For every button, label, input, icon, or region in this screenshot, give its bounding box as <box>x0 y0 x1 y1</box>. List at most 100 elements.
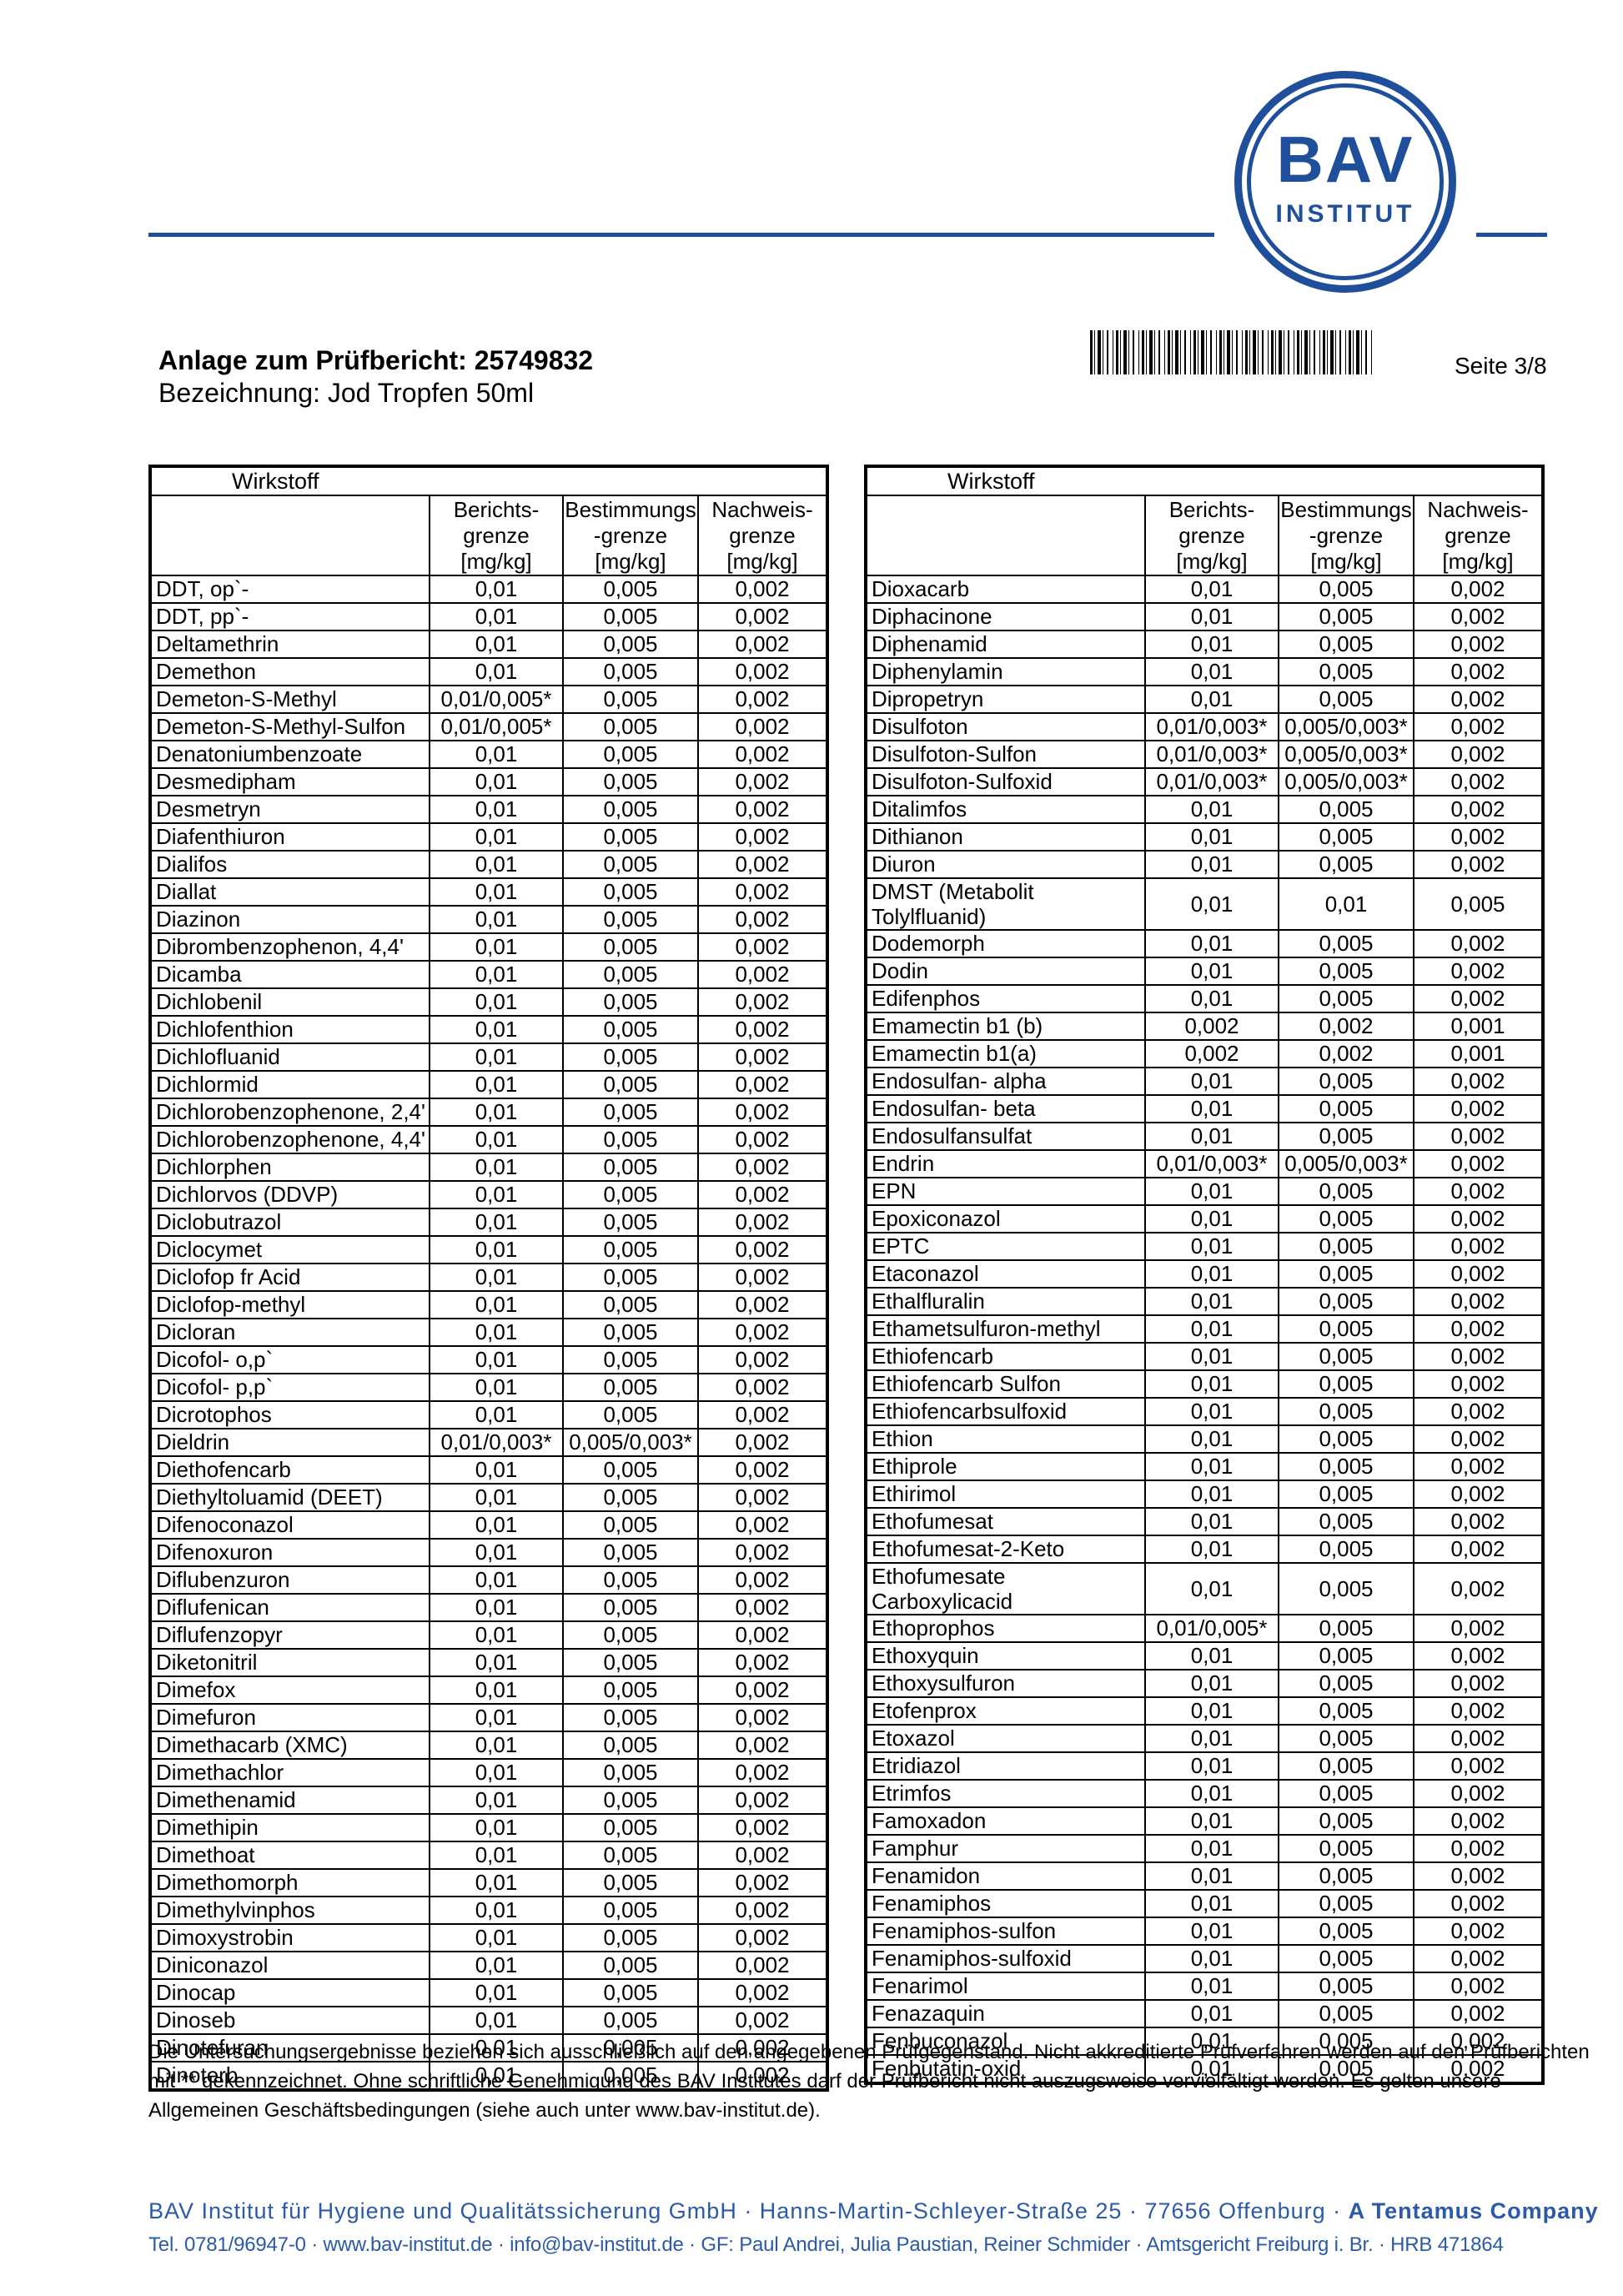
limit-value-cell: 0,01 <box>429 1098 564 1127</box>
limit-value-cell: 0,005 <box>562 1510 699 1540</box>
limit-value-cell: 0,01 <box>1144 1972 1279 2001</box>
limit-value-cell: 0,01 <box>1144 657 1279 686</box>
analyte-name-cell: Diphenamid <box>865 630 1146 659</box>
table-row: Emamectin b1(a) 0,002 0,002 0,001 <box>865 1039 1544 1068</box>
limit-value-cell: 0,002 <box>697 1565 828 1595</box>
limit-value-cell: 0,002 <box>697 960 828 989</box>
analyte-name-cell: Disulfoton-Sulfon <box>865 740 1146 769</box>
table-row: Diflufenican 0,01 0,005 0,002 <box>149 1593 828 1622</box>
limit-value-cell: 0,01 <box>1144 1067 1279 1096</box>
limit-value-cell: 0,005 <box>562 1841 699 1870</box>
limit-value-cell: 0,002 <box>1413 1944 1544 1973</box>
limit-value-cell: 0,01 <box>429 1042 564 1072</box>
table-row: Diketonitril 0,01 0,005 0,002 <box>149 1648 828 1677</box>
limit-value-cell: 0,005 <box>1278 1917 1414 1946</box>
table-row: Difenoconazol 0,01 0,005 0,002 <box>149 1510 828 1540</box>
limit-value-cell: 0,01 <box>429 987 564 1017</box>
analyte-name-cell: Diuron <box>865 850 1146 879</box>
column-header-blank <box>149 495 430 576</box>
limit-value-cell: 0,002 <box>697 712 828 741</box>
table-row: Demeton-S-Methyl-Sulfon 0,01/0,005* 0,005 0… <box>149 712 828 741</box>
limit-value-cell: 0,002 <box>1413 1424 1544 1454</box>
table-row: Dichlobenil 0,01 0,005 0,002 <box>149 987 828 1017</box>
limit-value-cell: 0,002 <box>1413 1669 1544 1698</box>
table-row: Dodemorph 0,01 0,005 0,002 <box>865 929 1544 958</box>
analyte-name-cell: Demethon <box>149 657 430 686</box>
analyte-name-cell: Etridiazol <box>865 1751 1146 1781</box>
analyte-name-cell: Dimoxystrobin <box>149 1923 430 1952</box>
limit-value-cell: 0,005 <box>562 1593 699 1622</box>
limit-value-cell: 0,005 <box>562 1676 699 1705</box>
analyte-name-cell: Dichlorphen <box>149 1153 430 1182</box>
table-row: Fenbutatin-oxid 0,01 0,005 0,002 <box>865 2054 1544 2084</box>
table-row: Desmetryn 0,01 0,005 0,002 <box>149 795 828 824</box>
analyte-name-cell: Demeton-S-Methyl-Sulfon <box>149 712 430 741</box>
limit-value-cell: 0,01 <box>1144 1369 1279 1399</box>
limit-value-cell: 0,002 <box>697 1538 828 1567</box>
table-row: Dimoxystrobin 0,01 0,005 0,002 <box>149 1923 828 1952</box>
column-header-blank <box>865 495 1146 576</box>
table-row: Ethofumesat 0,01 0,005 0,002 <box>865 1507 1544 1536</box>
table-row: Diclofop fr Acid 0,01 0,005 0,002 <box>149 1263 828 1292</box>
table-row: Fenarimol 0,01 0,005 0,002 <box>865 1972 1544 2001</box>
table-row: Dipropetryn 0,01 0,005 0,002 <box>865 685 1544 714</box>
limit-value-cell: 0,005 <box>562 1180 699 1209</box>
limit-value-cell: 0,002 <box>697 1125 828 1154</box>
analyte-name-cell: Fenamiphos-sulfon <box>865 1917 1146 1946</box>
limit-value-cell: 0,01/0,003* <box>1144 1149 1279 1178</box>
analyte-name-cell: Edifenphos <box>865 984 1146 1013</box>
limit-value-cell: 0,002 <box>697 1180 828 1209</box>
table-row: Ethirimol 0,01 0,005 0,002 <box>865 1480 1544 1509</box>
table-row: Dimethacarb (XMC) 0,01 0,005 0,002 <box>149 1731 828 1760</box>
limit-value-cell: 0,002 <box>697 1345 828 1374</box>
limit-value-cell: 0,005 <box>562 822 699 852</box>
analyte-name-cell: Dimethacarb (XMC) <box>149 1731 430 1760</box>
analyte-name-cell: Dicofol- o,p` <box>149 1345 430 1374</box>
limit-value-cell: 0,01 <box>1144 1314 1279 1344</box>
table-row: Endosulfan- alpha 0,01 0,005 0,002 <box>865 1067 1544 1096</box>
analyte-name-cell: Ethofumesat <box>865 1507 1146 1536</box>
limit-value-cell: 0,002 <box>1413 1480 1544 1509</box>
company-address-line: BAV Institut für Hygiene und Qualitätssi… <box>148 2198 1599 2224</box>
limit-value-cell: 0,01/0,003* <box>429 1428 564 1457</box>
limit-value-cell: 0,01 <box>429 1676 564 1705</box>
table-row: Diafenthiuron 0,01 0,005 0,002 <box>149 822 828 852</box>
limit-value-cell: 0,002 <box>697 1070 828 1099</box>
analyte-name-cell: Dimethachlor <box>149 1758 430 1787</box>
limit-value-cell: 0,01 <box>1144 1507 1279 1536</box>
analyte-name-cell: Dichlofluanid <box>149 1042 430 1072</box>
table-row: Demeton-S-Methyl 0,01/0,005* 0,005 0,002 <box>149 685 828 714</box>
analyte-name-cell: Ethiprole <box>865 1452 1146 1481</box>
limit-value-cell: 0,005 <box>562 602 699 631</box>
table-row: Disulfoton-Sulfon 0,01/0,003* 0,005/0,003*… <box>865 740 1544 769</box>
table-row: Fenbuconazol 0,01 0,005 0,002 <box>865 2027 1544 2056</box>
footnote-line: Die Untersuchungsergebnisse beziehen sic… <box>148 2041 1590 2063</box>
table-row: Dieldrin 0,01/0,003* 0,005/0,003* 0,002 <box>149 1428 828 1457</box>
table-row: Fenamiphos-sulfoxid 0,01 0,005 0,002 <box>865 1944 1544 1973</box>
analyte-name-cell: Fenbuconazol <box>865 2027 1146 2056</box>
limit-value-cell: 0,005 <box>562 1703 699 1732</box>
analyte-name-cell: Dinotefuran <box>149 2033 430 2062</box>
table-row: Dodin 0,01 0,005 0,002 <box>865 957 1544 986</box>
limit-value-cell: 0,002 <box>1413 1177 1544 1206</box>
footnote-line: mit ** gekennzeichnet. Ohne schriftliche… <box>148 2070 1501 2093</box>
limit-value-cell: 0,002 <box>697 1263 828 1292</box>
analyte-name-cell: Diclofop fr Acid <box>149 1263 430 1292</box>
limit-value-cell: 0,002 <box>1413 1535 1544 1564</box>
limit-value-cell: 0,002 <box>697 1373 828 1402</box>
limit-value-cell: 0,005 <box>562 795 699 824</box>
limit-value-cell: 0,002 <box>1413 1562 1544 1615</box>
limit-value-cell: 0,002 <box>1413 2027 1544 2056</box>
analyte-name-cell: Desmedipham <box>149 767 430 796</box>
table-row: Dimethoat 0,01 0,005 0,002 <box>149 1841 828 1870</box>
limit-value-cell: 0,005 <box>1278 795 1414 824</box>
limit-value-cell: 0,01 <box>429 740 564 769</box>
table-row: Difenoxuron 0,01 0,005 0,002 <box>149 1538 828 1567</box>
table-row: Dichlorobenzophenone, 2,4' 0,01 0,005 0,002 <box>149 1098 828 1127</box>
table-row: Demethon 0,01 0,005 0,002 <box>149 657 828 686</box>
limit-value-cell: 0,002 <box>697 1593 828 1622</box>
limit-value-cell: 0,005 <box>562 1070 699 1099</box>
limit-value-cell: 0,01 <box>429 767 564 796</box>
limit-value-cell: 0,005 <box>562 740 699 769</box>
limit-value-cell: 0,002 <box>697 767 828 796</box>
